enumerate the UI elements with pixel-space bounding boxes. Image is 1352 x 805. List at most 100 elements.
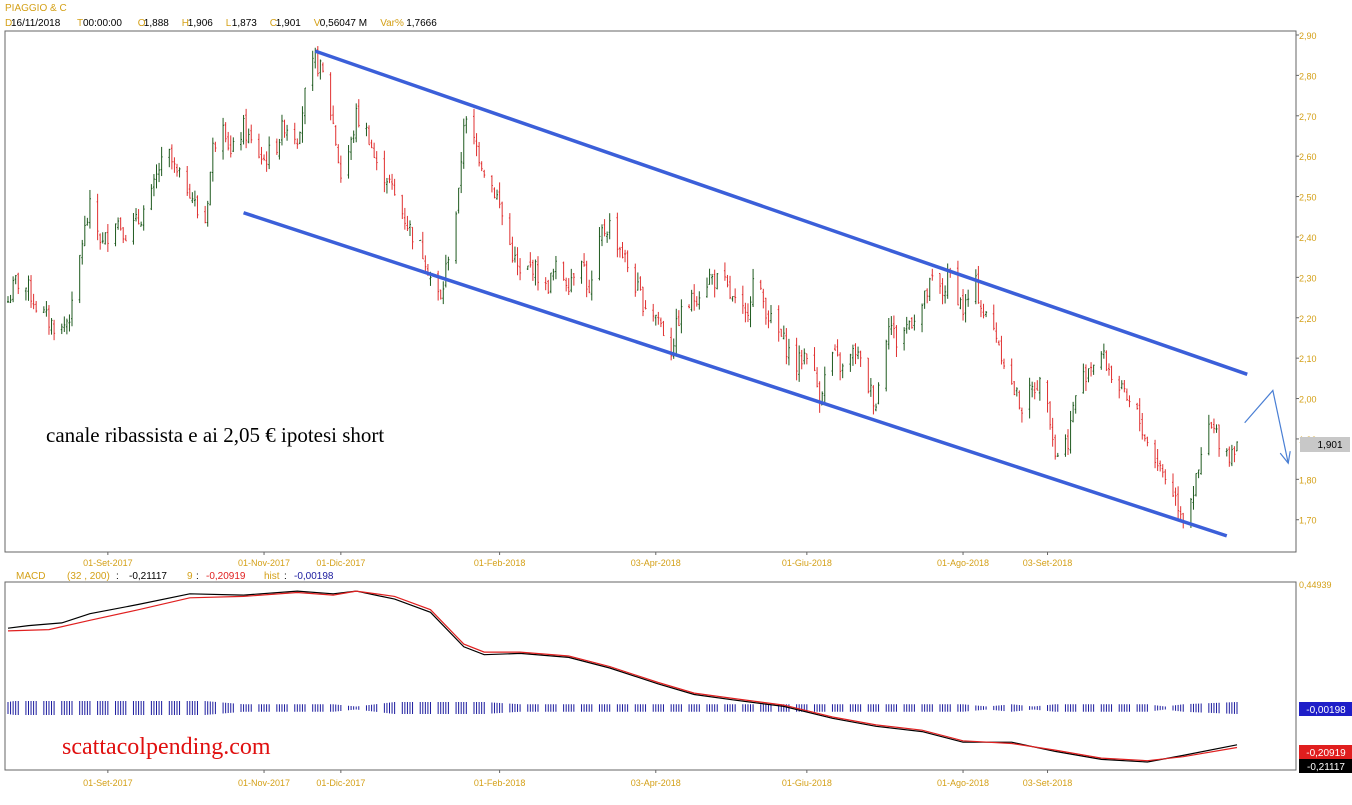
candle	[962, 289, 965, 321]
candle	[406, 215, 409, 232]
candle	[570, 268, 573, 293]
candle	[265, 151, 268, 172]
header-value-7: 1,7666	[406, 18, 437, 29]
candle	[887, 317, 890, 350]
candle	[716, 273, 719, 290]
candle	[332, 105, 335, 125]
candle	[849, 353, 852, 372]
candle	[444, 254, 447, 288]
watermark: scattacolpending.com	[62, 734, 271, 760]
candle	[350, 136, 353, 160]
candle	[857, 346, 860, 360]
price-x-axis: 01-Set-2017 01-Nov-2017 01-Dic-2017 01-Feb-…	[83, 552, 1072, 568]
candle	[834, 344, 837, 351]
candle	[1000, 335, 1003, 365]
candle	[186, 165, 189, 196]
candle	[877, 382, 880, 405]
candle	[1090, 362, 1093, 377]
candle	[547, 279, 550, 294]
candle	[823, 366, 826, 404]
candle	[813, 347, 816, 372]
header-key-1: T	[77, 18, 83, 29]
candle	[1020, 407, 1023, 423]
candle	[552, 268, 555, 281]
candle	[816, 367, 819, 388]
candle	[1067, 429, 1070, 455]
candle	[752, 268, 755, 308]
candle	[565, 277, 568, 292]
candle	[770, 305, 773, 324]
candle	[652, 303, 655, 322]
candle	[693, 284, 696, 311]
candle	[590, 270, 593, 301]
candle	[618, 246, 621, 258]
candle	[1069, 410, 1072, 454]
candle	[42, 306, 45, 314]
candle	[938, 272, 941, 294]
candle	[68, 314, 71, 332]
candle	[1156, 449, 1159, 471]
candle	[421, 231, 424, 260]
candle	[662, 320, 665, 337]
macd-title: MACD	[16, 571, 45, 582]
candle	[209, 171, 212, 206]
candle	[7, 296, 9, 303]
candle	[1212, 418, 1215, 434]
price-pane-frame	[4, 30, 1297, 553]
candle	[319, 59, 322, 80]
candle	[301, 106, 304, 143]
candle	[152, 174, 155, 197]
forecast-arrow-line	[1244, 389, 1289, 464]
candle	[311, 50, 314, 91]
candle	[1100, 351, 1103, 370]
candle	[606, 231, 609, 243]
candle	[498, 182, 501, 209]
candle	[585, 260, 588, 298]
candle	[1018, 390, 1021, 410]
candle	[734, 288, 737, 304]
candle	[132, 213, 135, 245]
candle	[119, 217, 122, 231]
candle	[321, 62, 324, 73]
candle	[995, 322, 998, 343]
candle	[641, 286, 644, 317]
candle	[1174, 487, 1177, 506]
candle	[690, 289, 693, 312]
candle	[334, 125, 337, 146]
candle	[974, 269, 977, 305]
candle	[603, 219, 606, 237]
y-tick-label: 1,80	[1299, 475, 1317, 485]
candle	[296, 138, 299, 149]
macd-y-top-label: 0,44939	[1299, 580, 1332, 590]
macd-x-tick-label: 01-Dic-2017	[316, 778, 365, 788]
candle	[1003, 358, 1006, 370]
candle	[1038, 376, 1041, 401]
candle	[1164, 469, 1167, 485]
x-tick-label: 01-Giu-2018	[782, 558, 832, 568]
candle	[329, 72, 332, 121]
candle	[1033, 382, 1036, 400]
candle	[731, 296, 734, 302]
candle	[268, 136, 271, 170]
candle	[483, 169, 486, 178]
channel-annotation: canale ribassista e ai 2,05 € ipotesi sh…	[46, 423, 384, 447]
candle	[27, 275, 30, 301]
candle	[624, 249, 627, 263]
header-value-3: 1,906	[188, 18, 213, 29]
macd-x-tick-label: 03-Set-2018	[1023, 778, 1073, 788]
candle	[979, 300, 982, 318]
header-key-5: C	[270, 18, 277, 29]
header-fields: D16/11/2018 T 00:00:00 O1,888 H1,906 L 1,873 C1…	[5, 18, 437, 29]
candle	[260, 146, 263, 165]
candle	[168, 148, 171, 168]
candle	[60, 323, 63, 335]
candle	[408, 220, 411, 237]
candle	[142, 205, 145, 231]
header-key-3: H	[182, 18, 189, 29]
candle	[304, 87, 307, 125]
candle	[178, 167, 181, 178]
candle	[263, 154, 266, 161]
candle	[1064, 434, 1067, 457]
header-key-4: L	[226, 18, 232, 29]
